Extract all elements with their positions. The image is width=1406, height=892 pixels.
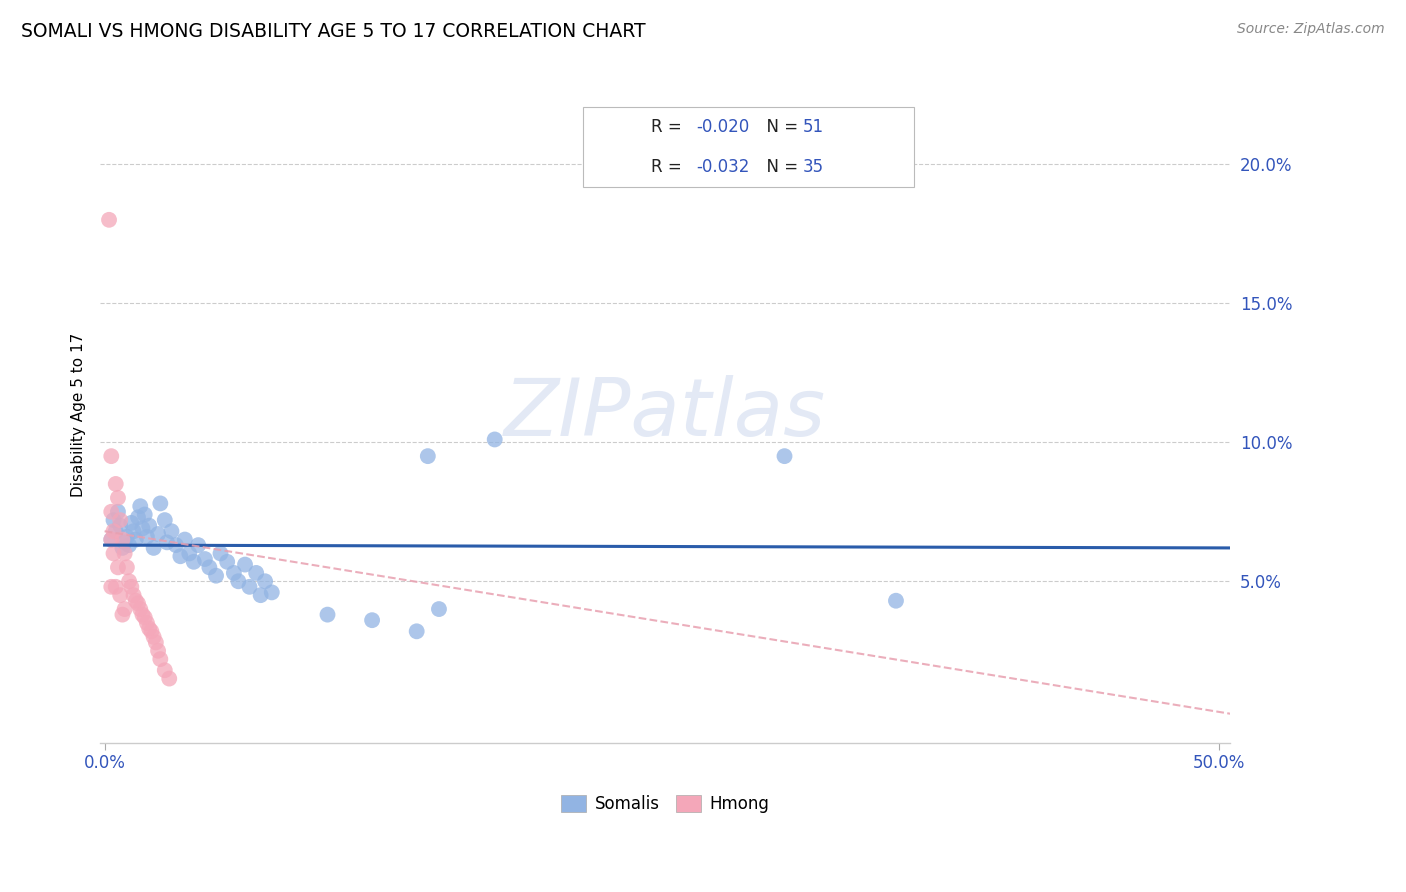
Point xyxy=(198,560,221,574)
Point xyxy=(238,580,260,594)
Point xyxy=(111,607,134,622)
Point xyxy=(153,513,176,527)
Point xyxy=(100,533,122,547)
Point xyxy=(122,524,145,539)
Point xyxy=(427,602,450,616)
Point xyxy=(107,560,129,574)
Point xyxy=(108,513,131,527)
Point xyxy=(100,580,122,594)
Point xyxy=(142,630,165,644)
Point xyxy=(156,535,179,549)
Point xyxy=(169,549,191,564)
Point xyxy=(103,546,125,560)
Point xyxy=(104,477,127,491)
Point xyxy=(111,541,134,555)
Y-axis label: Disability Age 5 to 17: Disability Age 5 to 17 xyxy=(72,333,86,497)
Point xyxy=(127,597,149,611)
Point xyxy=(146,644,169,658)
Point xyxy=(98,212,121,227)
Point xyxy=(217,555,239,569)
Point xyxy=(134,610,156,624)
Point xyxy=(108,588,131,602)
Point xyxy=(254,574,277,589)
Point xyxy=(194,552,217,566)
Text: SOMALI VS HMONG DISABILITY AGE 5 TO 17 CORRELATION CHART: SOMALI VS HMONG DISABILITY AGE 5 TO 17 C… xyxy=(21,22,645,41)
Text: -0.020: -0.020 xyxy=(696,118,749,136)
Point xyxy=(157,672,180,686)
Text: 51: 51 xyxy=(803,118,824,136)
Text: N =: N = xyxy=(756,158,804,176)
Point xyxy=(142,541,165,555)
Point xyxy=(114,535,136,549)
Point xyxy=(884,593,907,607)
Point xyxy=(209,546,232,560)
Point xyxy=(416,449,439,463)
Point xyxy=(165,538,187,552)
Point xyxy=(149,652,172,666)
Point xyxy=(114,602,136,616)
Point xyxy=(111,533,134,547)
Text: R =: R = xyxy=(651,158,688,176)
Text: ZIPatlas: ZIPatlas xyxy=(505,376,827,453)
Point xyxy=(160,524,183,539)
Point xyxy=(187,538,209,552)
Point xyxy=(108,518,131,533)
Point xyxy=(141,624,163,639)
Point xyxy=(118,538,141,552)
Point xyxy=(173,533,195,547)
Text: Source: ZipAtlas.com: Source: ZipAtlas.com xyxy=(1237,22,1385,37)
Point xyxy=(120,580,142,594)
Point xyxy=(773,449,796,463)
Point xyxy=(233,558,256,572)
Point xyxy=(125,593,148,607)
Point xyxy=(122,588,145,602)
Point xyxy=(136,615,159,630)
Point xyxy=(103,513,125,527)
Point xyxy=(131,607,153,622)
Point xyxy=(361,613,384,627)
Point xyxy=(104,580,127,594)
Point xyxy=(134,508,156,522)
Point xyxy=(222,566,245,580)
Point xyxy=(146,527,169,541)
Point xyxy=(107,505,129,519)
Point xyxy=(260,585,283,599)
Point xyxy=(138,622,160,636)
Point xyxy=(107,491,129,505)
Point xyxy=(104,524,127,539)
Point xyxy=(100,533,122,547)
Point xyxy=(484,433,506,447)
Text: R =: R = xyxy=(651,118,688,136)
Point xyxy=(179,546,201,560)
Point xyxy=(114,546,136,560)
Point xyxy=(138,518,160,533)
Point xyxy=(115,530,138,544)
Point xyxy=(245,566,267,580)
Point xyxy=(316,607,339,622)
Point xyxy=(125,533,148,547)
Point xyxy=(100,505,122,519)
Point xyxy=(145,635,167,649)
Point xyxy=(205,568,228,582)
Point xyxy=(228,574,250,589)
Legend: Somalis, Hmong: Somalis, Hmong xyxy=(554,788,776,820)
Point xyxy=(103,524,125,539)
Text: 35: 35 xyxy=(803,158,824,176)
Point xyxy=(136,530,159,544)
Point xyxy=(249,588,271,602)
Text: -0.032: -0.032 xyxy=(696,158,749,176)
Point xyxy=(129,499,152,513)
Point xyxy=(100,449,122,463)
Point xyxy=(127,510,149,524)
Point xyxy=(118,574,141,589)
Point xyxy=(129,602,152,616)
Point xyxy=(149,496,172,510)
Point xyxy=(115,560,138,574)
Text: N =: N = xyxy=(756,118,804,136)
Point xyxy=(131,521,153,535)
Point xyxy=(183,555,205,569)
Point xyxy=(405,624,427,639)
Point xyxy=(153,663,176,677)
Point xyxy=(120,516,142,530)
